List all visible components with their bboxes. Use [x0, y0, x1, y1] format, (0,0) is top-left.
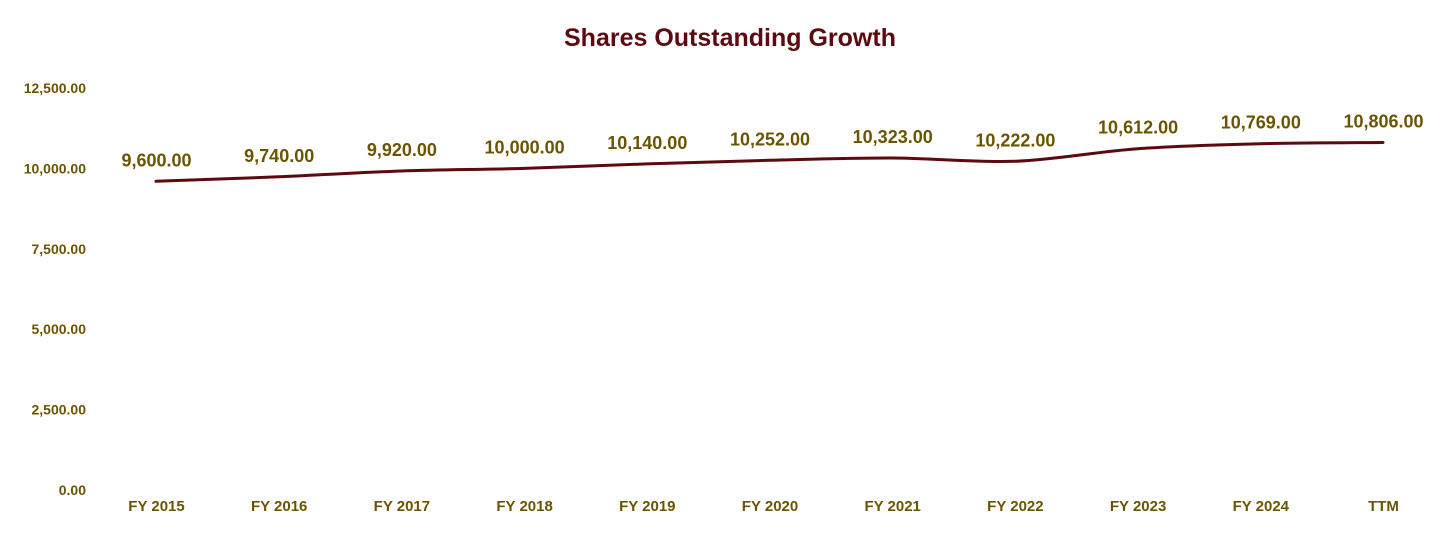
y-tick-label: 5,000.00: [32, 321, 87, 337]
data-label: 10,769.00: [1221, 113, 1301, 133]
x-tick-label: FY 2024: [1233, 498, 1290, 515]
y-tick-label: 12,500.00: [24, 80, 86, 96]
y-tick-label: 2,500.00: [32, 402, 87, 418]
data-label: 10,140.00: [607, 133, 687, 153]
y-tick-label: 7,500.00: [32, 241, 87, 257]
data-label: 10,252.00: [730, 129, 810, 149]
y-axis-ticks: 0.00 2,500.00 5,000.00 7,500.00 10,000.00 12,…: [24, 80, 87, 498]
data-label: 10,323.00: [853, 127, 933, 147]
x-tick-label: FY 2016: [251, 498, 307, 515]
y-tick-label: 10,000.00: [24, 160, 86, 176]
series-line: [154, 141, 1385, 183]
x-tick-label: FY 2022: [987, 498, 1043, 515]
x-tick-label: FY 2018: [496, 498, 552, 515]
series-line-group: [154, 141, 1385, 183]
data-label: 9,740.00: [244, 146, 314, 166]
data-label: 10,612.00: [1098, 118, 1178, 138]
x-tick-label: FY 2020: [742, 498, 798, 515]
data-label: 10,000.00: [485, 137, 565, 157]
x-tick-label: FY 2015: [128, 498, 184, 515]
x-tick-label: FY 2017: [374, 498, 430, 515]
data-labels: 9,600.00 9,740.00 9,920.00 10,000.00 10,140.…: [121, 111, 1423, 170]
data-label: 9,600.00: [121, 150, 191, 170]
y-tick-label: 0.00: [59, 482, 86, 498]
x-tick-label: FY 2023: [1110, 498, 1166, 515]
chart-title: Shares Outstanding Growth: [564, 24, 896, 52]
x-tick-label: TTM: [1368, 498, 1399, 515]
data-label: 10,806.00: [1343, 111, 1423, 131]
data-label: 10,222.00: [975, 130, 1055, 150]
x-tick-label: FY 2021: [864, 498, 920, 515]
x-axis-ticks: FY 2015 FY 2016 FY 2017 FY 2018 FY 2019 FY 20…: [128, 498, 1399, 515]
data-label: 9,920.00: [367, 140, 437, 160]
x-tick-label: FY 2019: [619, 498, 675, 515]
